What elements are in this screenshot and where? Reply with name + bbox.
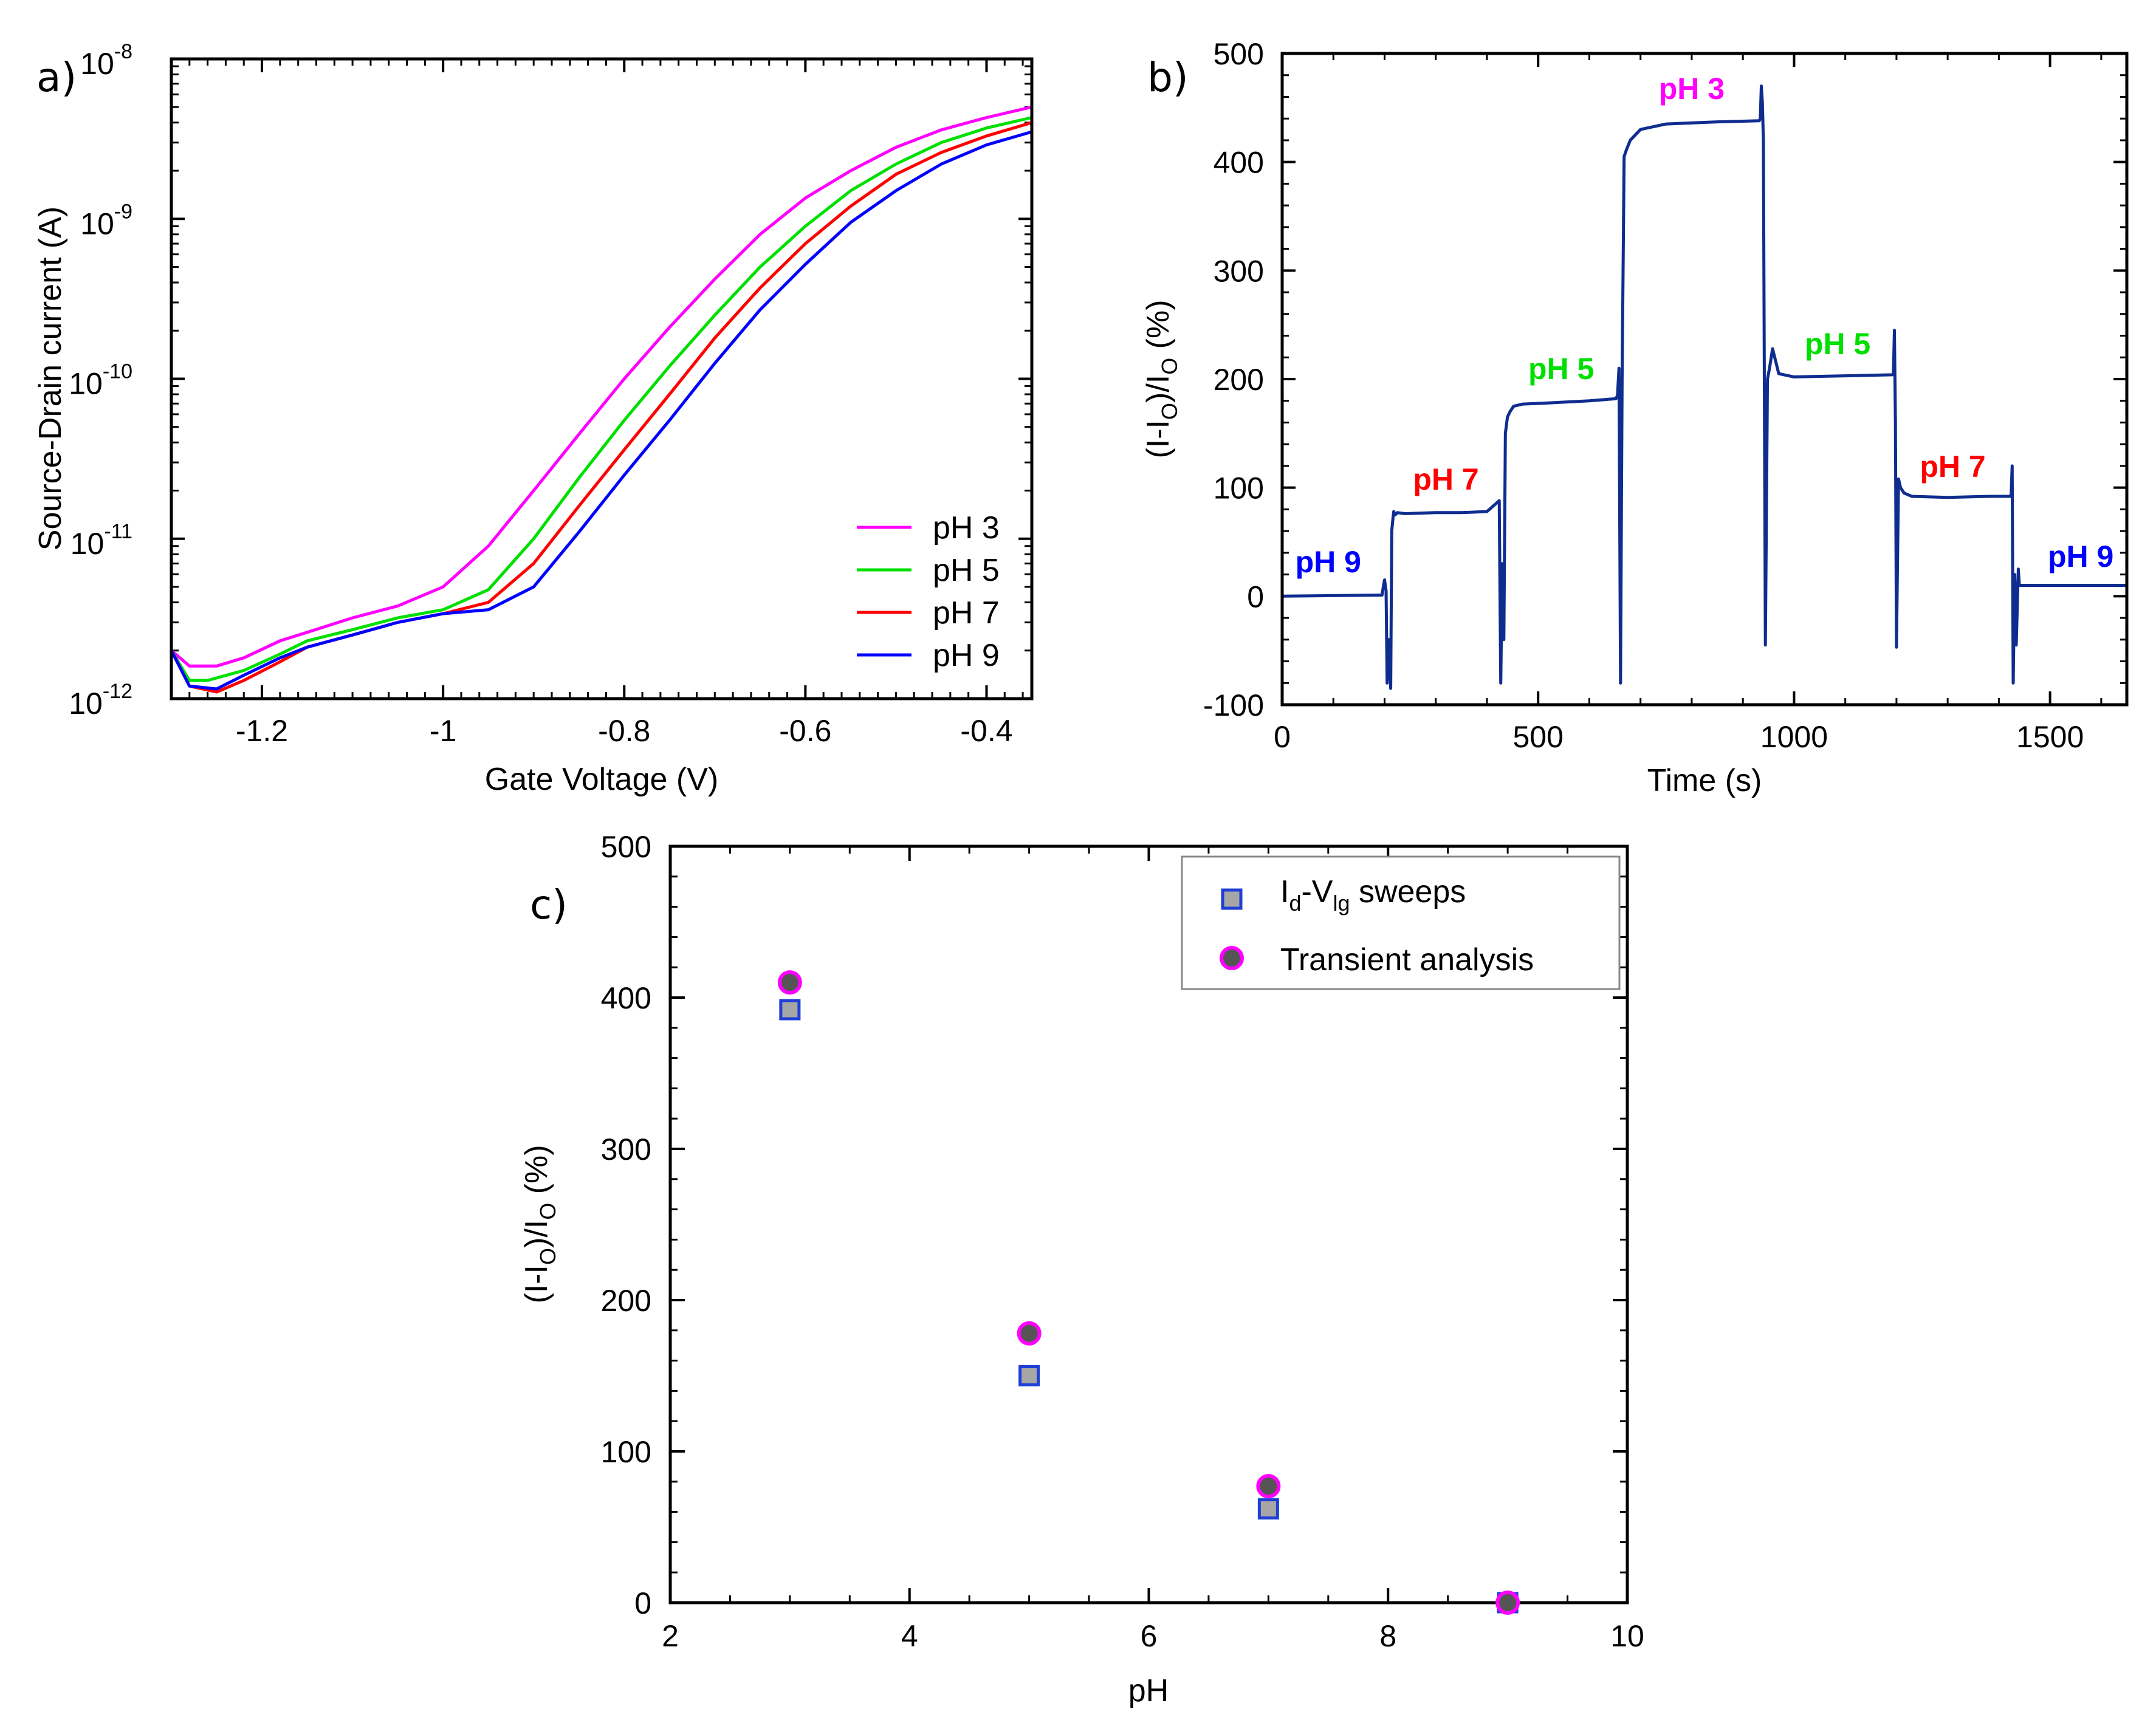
series-line-ph-9 bbox=[170, 130, 1032, 691]
panel-a-x-title: Gate Voltage (V) bbox=[485, 762, 718, 797]
y-tick-label: 200 bbox=[601, 1284, 651, 1318]
x-tick-label: 2 bbox=[662, 1619, 679, 1653]
panel-b-x-title: Time (s) bbox=[1647, 763, 1762, 798]
y-tick-label: 400 bbox=[1214, 146, 1264, 180]
x-tick-label: 4 bbox=[901, 1619, 918, 1653]
y-tick-label: 10-10 bbox=[69, 360, 132, 401]
panel-b-y-tick-labels: -100 0 100 200 300 400 500 bbox=[1203, 37, 1264, 722]
panel-a-y-tick-labels: 10-12 10-11 10-10 10-9 10-8 bbox=[69, 40, 132, 721]
panel-a-legend: pH 3 pH 5 pH 7 pH 9 bbox=[857, 510, 1000, 673]
panel-b-x-tick-labels: 0 500 1000 1500 bbox=[1274, 720, 2084, 754]
panel-a-label: a) bbox=[36, 54, 77, 101]
transient-trace bbox=[1282, 84, 2127, 690]
y-tick-label: 500 bbox=[601, 830, 651, 864]
y-tick-label: 0 bbox=[1247, 580, 1264, 614]
panel-a-series bbox=[170, 105, 1032, 694]
panel-b-transient: b) 0 500 1000 1500 -100 0 100 200 300 400 500 pH … bbox=[1141, 37, 2129, 798]
panel-c-x-tick-labels: 2 4 6 8 10 bbox=[662, 1619, 1644, 1653]
y-tick-label: 200 bbox=[1214, 363, 1264, 397]
panel-a-iv-curves: a) -1.2 -1 -0.8 -0.6 -0.4 10-1210-1110-1010-… bbox=[33, 40, 1034, 797]
panel-b-ticks bbox=[1281, 52, 2127, 706]
panel-c-label: c) bbox=[530, 882, 568, 928]
x-tick-label: 6 bbox=[1141, 1619, 1158, 1653]
ph-step-label: pH 9 bbox=[2048, 539, 2113, 574]
ph-step-label: pH 7 bbox=[1920, 450, 1985, 484]
ph-step-label: pH 3 bbox=[1659, 72, 1725, 106]
panel-c-legend: Id-Vlg sweeps Transient analysis bbox=[1181, 855, 1621, 990]
x-tick-label: -0.6 bbox=[779, 714, 831, 748]
sweep-point bbox=[779, 999, 801, 1021]
x-tick-label: 500 bbox=[1512, 720, 1563, 754]
panel-c-x-title: pH bbox=[1128, 1673, 1169, 1708]
legend-transient-label: Transient analysis bbox=[1280, 942, 1534, 978]
y-tick-label: 300 bbox=[1214, 254, 1264, 288]
legend-label: pH 9 bbox=[933, 638, 1000, 673]
y-tick-label: 300 bbox=[601, 1132, 651, 1166]
y-tick-label: 400 bbox=[601, 981, 651, 1015]
panel-a-frame bbox=[170, 57, 1034, 700]
panel-b-y-title: (I-IO)/IO (%) bbox=[1141, 300, 1182, 458]
x-tick-label: 10 bbox=[1610, 1619, 1644, 1653]
legend-circle-marker bbox=[1220, 946, 1244, 970]
panel-a-y-title: Source-Drain current (A) bbox=[33, 207, 68, 550]
x-tick-label: -1 bbox=[430, 714, 456, 748]
panel-c-y-tick-labels: 0 100 200 300 400 500 bbox=[601, 830, 651, 1620]
panel-c-frame bbox=[668, 844, 1629, 1604]
ph-step-label: pH 5 bbox=[1805, 327, 1870, 361]
panel-a-x-tick-labels: -1.2 -1 -0.8 -0.6 -0.4 bbox=[236, 714, 1013, 748]
y-tick-label: 100 bbox=[601, 1435, 651, 1469]
y-tick-label: 0 bbox=[634, 1586, 651, 1620]
x-tick-label: 1000 bbox=[1760, 720, 1828, 754]
y-tick-label: 500 bbox=[1214, 37, 1264, 71]
y-tick-label: -100 bbox=[1203, 688, 1264, 722]
ph-step-label: pH 7 bbox=[1413, 462, 1478, 496]
transient-point bbox=[1495, 1591, 1520, 1615]
y-tick-label: 10-9 bbox=[80, 200, 132, 241]
legend-label: pH 5 bbox=[933, 553, 1000, 588]
y-tick-label: 10-12 bbox=[69, 680, 132, 721]
x-tick-label: 8 bbox=[1379, 1619, 1396, 1653]
transient-point bbox=[1017, 1321, 1042, 1346]
x-tick-label: 1500 bbox=[2016, 720, 2084, 754]
x-tick-label: -0.8 bbox=[598, 714, 650, 748]
legend-square-marker bbox=[1221, 888, 1243, 910]
ph-step-label: pH 9 bbox=[1296, 545, 1361, 579]
panel-b-ph-labels: pH 9 pH 7 pH 5 pH 3 pH 5 pH 7 pH 9 bbox=[1296, 72, 2114, 579]
series-line-ph-5 bbox=[170, 116, 1032, 682]
sweep-point bbox=[1018, 1365, 1040, 1386]
panel-c-series bbox=[777, 970, 1520, 1615]
panel-b-series bbox=[1282, 84, 2127, 690]
series-line-ph-3 bbox=[170, 105, 1032, 668]
panel-b-label: b) bbox=[1147, 54, 1189, 101]
y-tick-label: 10-8 bbox=[80, 40, 132, 81]
legend-label: pH 7 bbox=[933, 595, 1000, 631]
x-tick-label: -0.4 bbox=[960, 714, 1012, 748]
legend-label: pH 3 bbox=[933, 510, 1000, 546]
y-tick-label: 100 bbox=[1214, 471, 1264, 505]
panel-c-y-title: (I-IO)/IO (%) bbox=[519, 1145, 560, 1303]
transient-point bbox=[1256, 1474, 1281, 1499]
panel-a-ticks bbox=[170, 58, 1032, 700]
panel-c-summary: c) 2 4 6 8 10 0 100 200 300 400 500 pH (I-IO)/IO … bbox=[519, 830, 1644, 1708]
y-tick-label: 10-11 bbox=[70, 520, 132, 561]
sweep-point bbox=[1257, 1498, 1279, 1520]
series-line-ph-7 bbox=[170, 121, 1032, 694]
legend-sweeps-label: Id-Vlg sweeps bbox=[1280, 874, 1466, 916]
x-tick-label: -1.2 bbox=[236, 714, 288, 748]
panel-c-legend-box bbox=[1181, 855, 1621, 990]
panel-b-frame bbox=[1280, 52, 2129, 707]
transient-point bbox=[777, 970, 802, 995]
ph-step-label: pH 5 bbox=[1528, 352, 1594, 386]
x-tick-label: 0 bbox=[1274, 720, 1291, 754]
